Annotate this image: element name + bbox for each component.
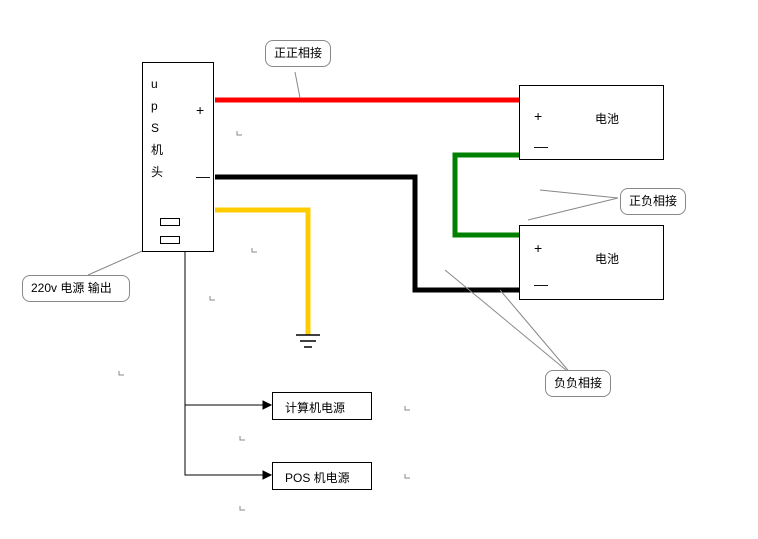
pc-power-box: 计算机电源 (272, 392, 372, 420)
callout-neg-neg: 负负相接 (545, 370, 611, 397)
ups-port-1 (160, 218, 180, 226)
ups-port-2 (160, 236, 180, 244)
callout-220v: 220v 电源 输出 (22, 275, 130, 302)
pc-power-label: 计算机电源 (285, 399, 345, 416)
battery-2-minus: — (534, 276, 548, 292)
ups-plus: + (196, 102, 204, 118)
callout-pos-pos-text: 正正相接 (274, 46, 322, 60)
callout-220v-text: 220v 电源 输出 (31, 281, 112, 295)
battery-2-label: 电池 (595, 250, 619, 267)
battery-1-plus: + (534, 108, 542, 124)
battery-1: 电池 + — (519, 85, 664, 160)
battery-2-plus: + (534, 240, 542, 256)
pos-power-box: POS 机电源 (272, 462, 372, 490)
leader-green-b (528, 198, 618, 220)
callout-neg-neg-text: 负负相接 (554, 376, 602, 390)
ups-label: u p S 机 头 (151, 73, 163, 183)
callout-pos-pos: 正正相接 (265, 40, 331, 67)
callout-pos-neg: 正负相接 (620, 188, 686, 215)
leader-green-a (540, 190, 618, 198)
pos-power-label: POS 机电源 (285, 469, 350, 486)
wire-yellow (215, 210, 308, 335)
battery-1-label: 电池 (595, 110, 619, 127)
leader-red (295, 72, 300, 98)
leader-black-b (500, 290, 572, 375)
ups-minus: — (196, 168, 210, 184)
callout-pos-neg-text: 正负相接 (629, 194, 677, 208)
wire-green (455, 155, 519, 235)
ground-symbol (296, 335, 320, 347)
battery-2: 电池 + — (519, 225, 664, 300)
power-routing (185, 252, 271, 479)
battery-1-minus: — (534, 138, 548, 154)
